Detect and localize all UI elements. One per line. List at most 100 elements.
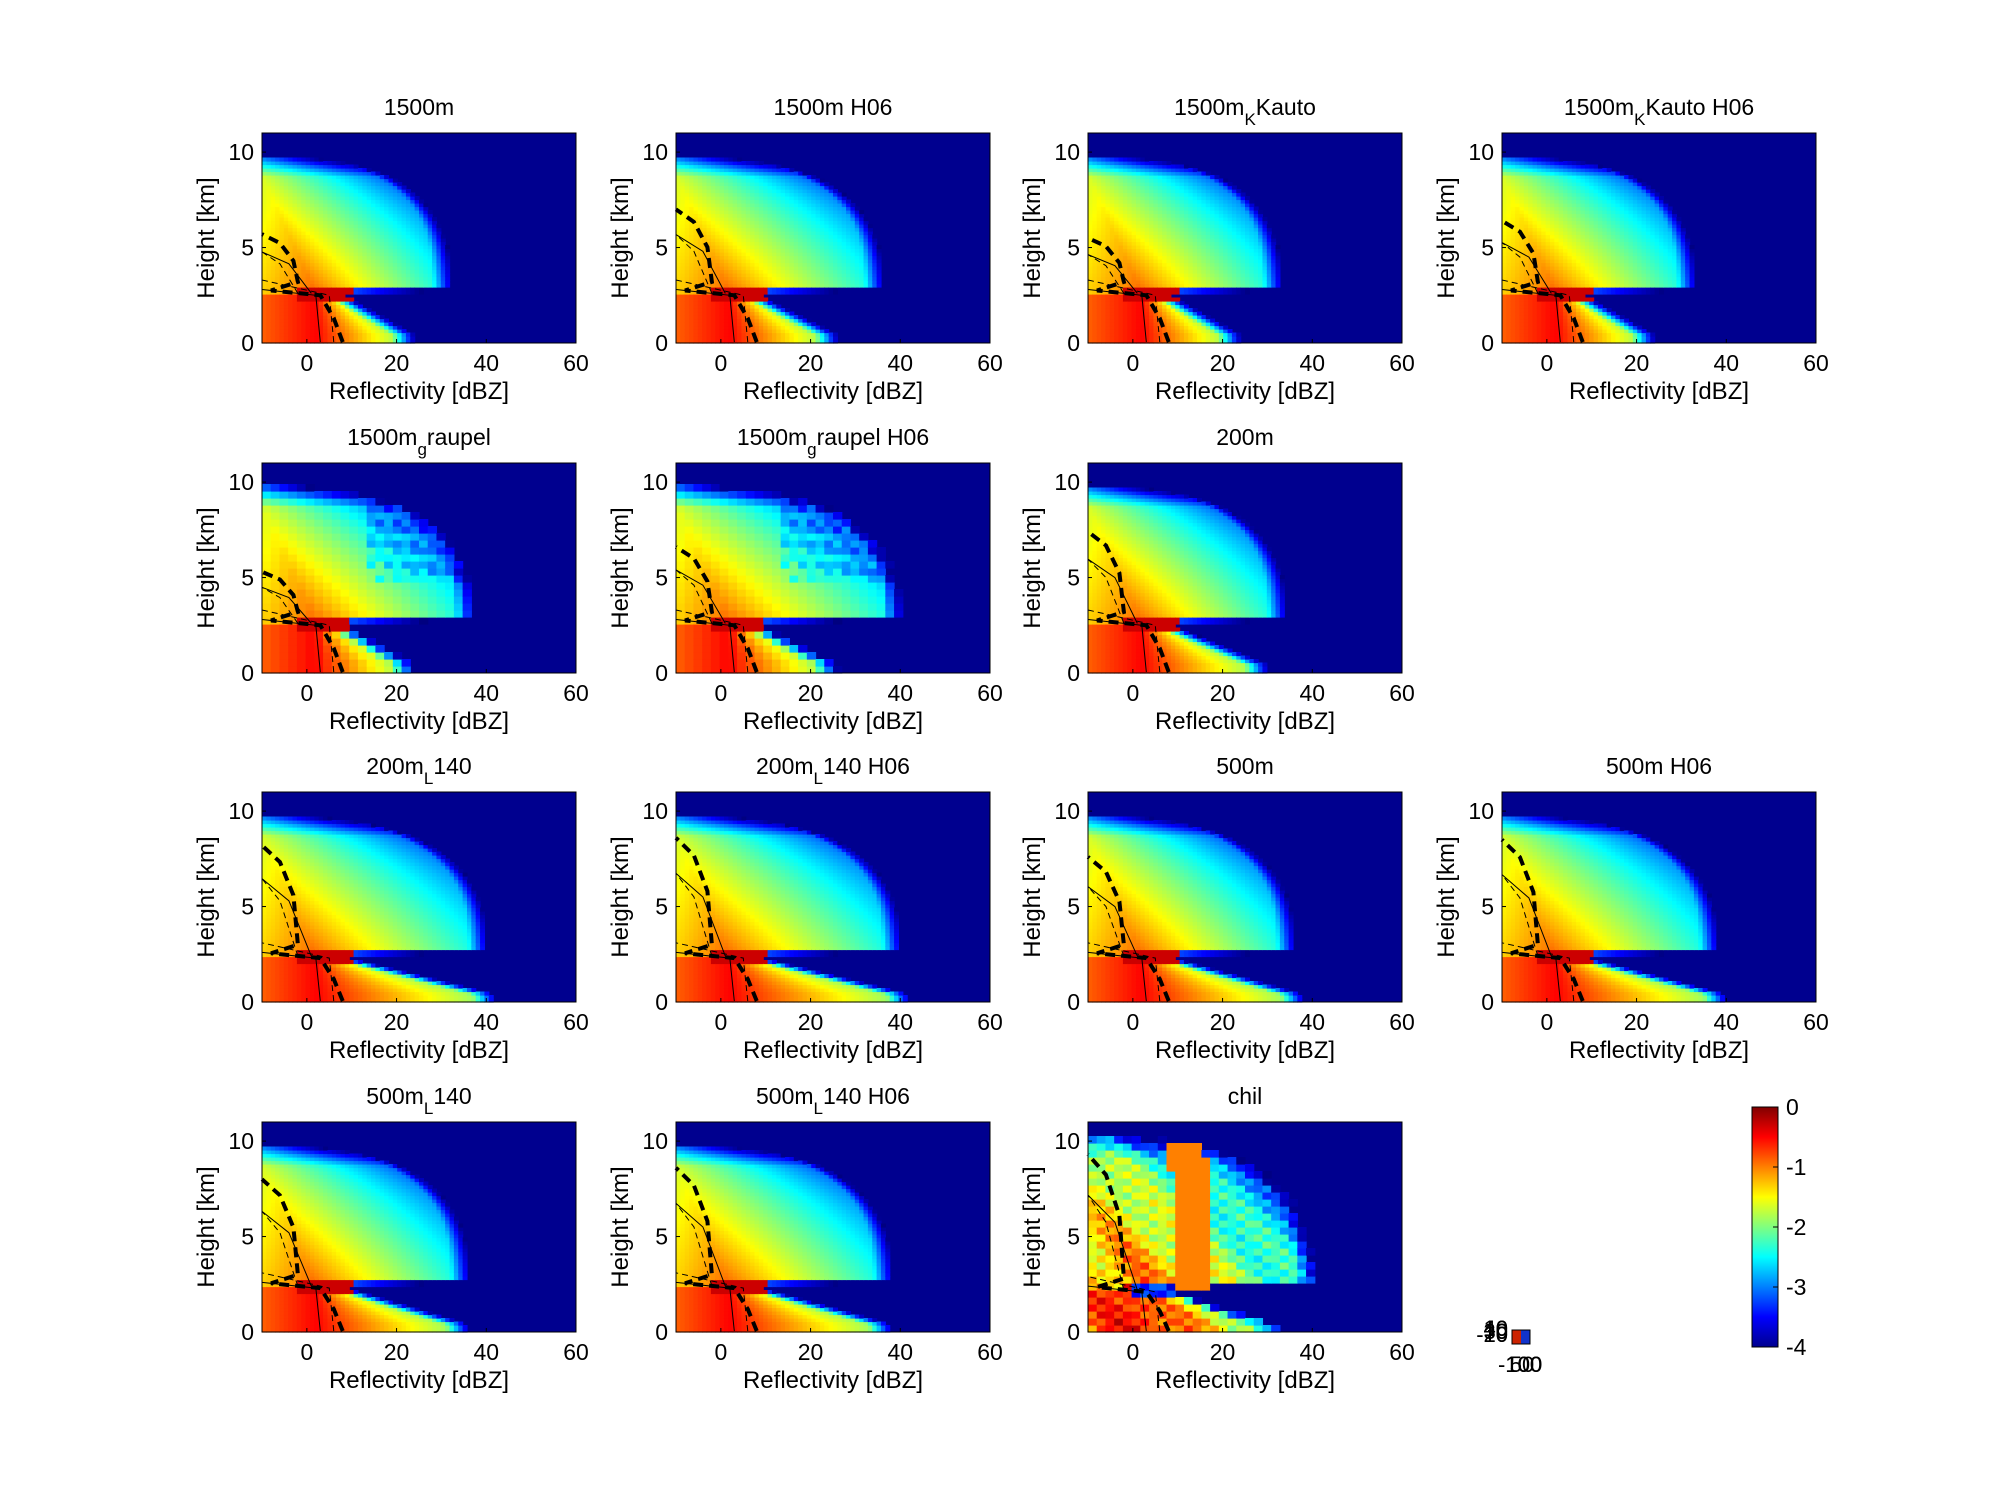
heatmap-cell — [733, 200, 738, 204]
heatmap-cell — [323, 263, 328, 267]
heatmap-cell — [284, 322, 289, 326]
heatmap-cell — [423, 263, 428, 267]
heatmap-cell — [768, 207, 773, 211]
heatmap-cell — [746, 224, 751, 228]
x-tick-label: 20 — [384, 350, 410, 376]
heatmap-cell — [271, 308, 276, 312]
heatmap-cell — [306, 224, 311, 228]
heatmap-cell — [829, 266, 834, 270]
heatmap-cell — [1114, 196, 1119, 200]
heatmap-cell — [397, 186, 402, 190]
heatmap-cell — [306, 329, 311, 333]
heatmap-cell — [332, 301, 337, 305]
heatmap-cell — [689, 182, 694, 186]
heatmap-cell — [1088, 182, 1093, 186]
heatmap-cell — [336, 249, 341, 253]
heatmap-cell — [397, 193, 402, 197]
heatmap-cell — [419, 287, 424, 291]
heatmap-cell — [794, 214, 799, 218]
heatmap-cell — [288, 214, 293, 218]
heatmap-cell — [837, 207, 842, 211]
heatmap-cell — [711, 161, 716, 165]
heatmap-cell — [384, 238, 389, 242]
heatmap-cell — [375, 256, 380, 260]
heatmap-cell — [728, 280, 733, 284]
heatmap-cell — [855, 228, 860, 232]
heatmap-cell — [388, 280, 393, 284]
heatmap-cell — [750, 301, 755, 305]
heatmap-cell — [1101, 273, 1106, 277]
heatmap-cell — [380, 196, 385, 200]
heatmap-cell — [676, 273, 681, 277]
heatmap-cell — [332, 291, 337, 295]
heatmap-cell — [310, 284, 315, 288]
heatmap-cell — [367, 196, 372, 200]
heatmap-cell — [271, 186, 276, 190]
heatmap-cell — [271, 221, 276, 225]
heatmap-cell — [850, 235, 855, 239]
heatmap-cell — [423, 221, 428, 225]
heatmap-cell — [1167, 207, 1172, 211]
heatmap-cell — [707, 179, 712, 183]
heatmap-cell — [397, 270, 402, 274]
heatmap-cell — [1162, 301, 1167, 305]
heatmap-cell — [1167, 200, 1172, 204]
heatmap-cell — [685, 203, 690, 207]
heatmap-cell — [1110, 238, 1115, 242]
heatmap-cell — [358, 270, 363, 274]
heatmap-cell — [1175, 217, 1180, 221]
heatmap-cell — [388, 252, 393, 256]
heatmap-cell — [829, 249, 834, 253]
heatmap-cell — [802, 235, 807, 239]
heatmap-cell — [327, 165, 332, 169]
heatmap-cell — [332, 305, 337, 309]
heatmap-cell — [371, 207, 376, 211]
heatmap-cell — [271, 175, 276, 179]
heatmap-cell — [702, 165, 707, 169]
heatmap-cell — [698, 221, 703, 225]
heatmap-cell — [1171, 322, 1176, 326]
heatmap-cell — [384, 287, 389, 291]
heatmap-cell — [776, 315, 781, 319]
heatmap-cell — [837, 196, 842, 200]
heatmap-cell — [829, 228, 834, 232]
heatmap-cell — [1127, 186, 1132, 190]
heatmap-cell — [354, 308, 359, 312]
heatmap-cell — [707, 329, 712, 333]
heatmap-cell — [441, 238, 446, 242]
heatmap-cell — [685, 224, 690, 228]
heatmap-cell — [1136, 235, 1141, 239]
heatmap-cell — [336, 210, 341, 214]
heatmap-cell — [310, 305, 315, 309]
heatmap-cell — [284, 165, 289, 169]
heatmap-cell — [293, 196, 298, 200]
heatmap-cell — [781, 252, 786, 256]
heatmap-cell — [715, 158, 720, 162]
heatmap-cell — [746, 333, 751, 337]
heatmap-cell — [755, 280, 760, 284]
heatmap-cell — [855, 221, 860, 225]
heatmap-cell — [393, 182, 398, 186]
heatmap-cell — [741, 179, 746, 183]
heatmap-cell — [288, 294, 293, 298]
heatmap-cell — [1101, 172, 1106, 176]
heatmap-cell — [768, 263, 773, 267]
heatmap-cell — [349, 182, 354, 186]
heatmap-cell — [820, 252, 825, 256]
heatmap-cell — [332, 193, 337, 197]
heatmap-cell — [724, 221, 729, 225]
heatmap-cell — [680, 165, 685, 169]
heatmap-cell — [707, 315, 712, 319]
heatmap-cell — [1127, 161, 1132, 165]
heatmap-cell — [319, 172, 324, 176]
heatmap-cell — [772, 284, 777, 288]
heatmap-cell — [720, 168, 725, 172]
heatmap-cell — [367, 214, 372, 218]
heatmap-cell — [310, 228, 315, 232]
heatmap-cell — [824, 259, 829, 263]
heatmap-cell — [349, 238, 354, 242]
heatmap-cell — [741, 224, 746, 228]
heatmap-cell — [402, 217, 407, 221]
heatmap-cell — [332, 298, 337, 302]
heatmap-cell — [768, 221, 773, 225]
